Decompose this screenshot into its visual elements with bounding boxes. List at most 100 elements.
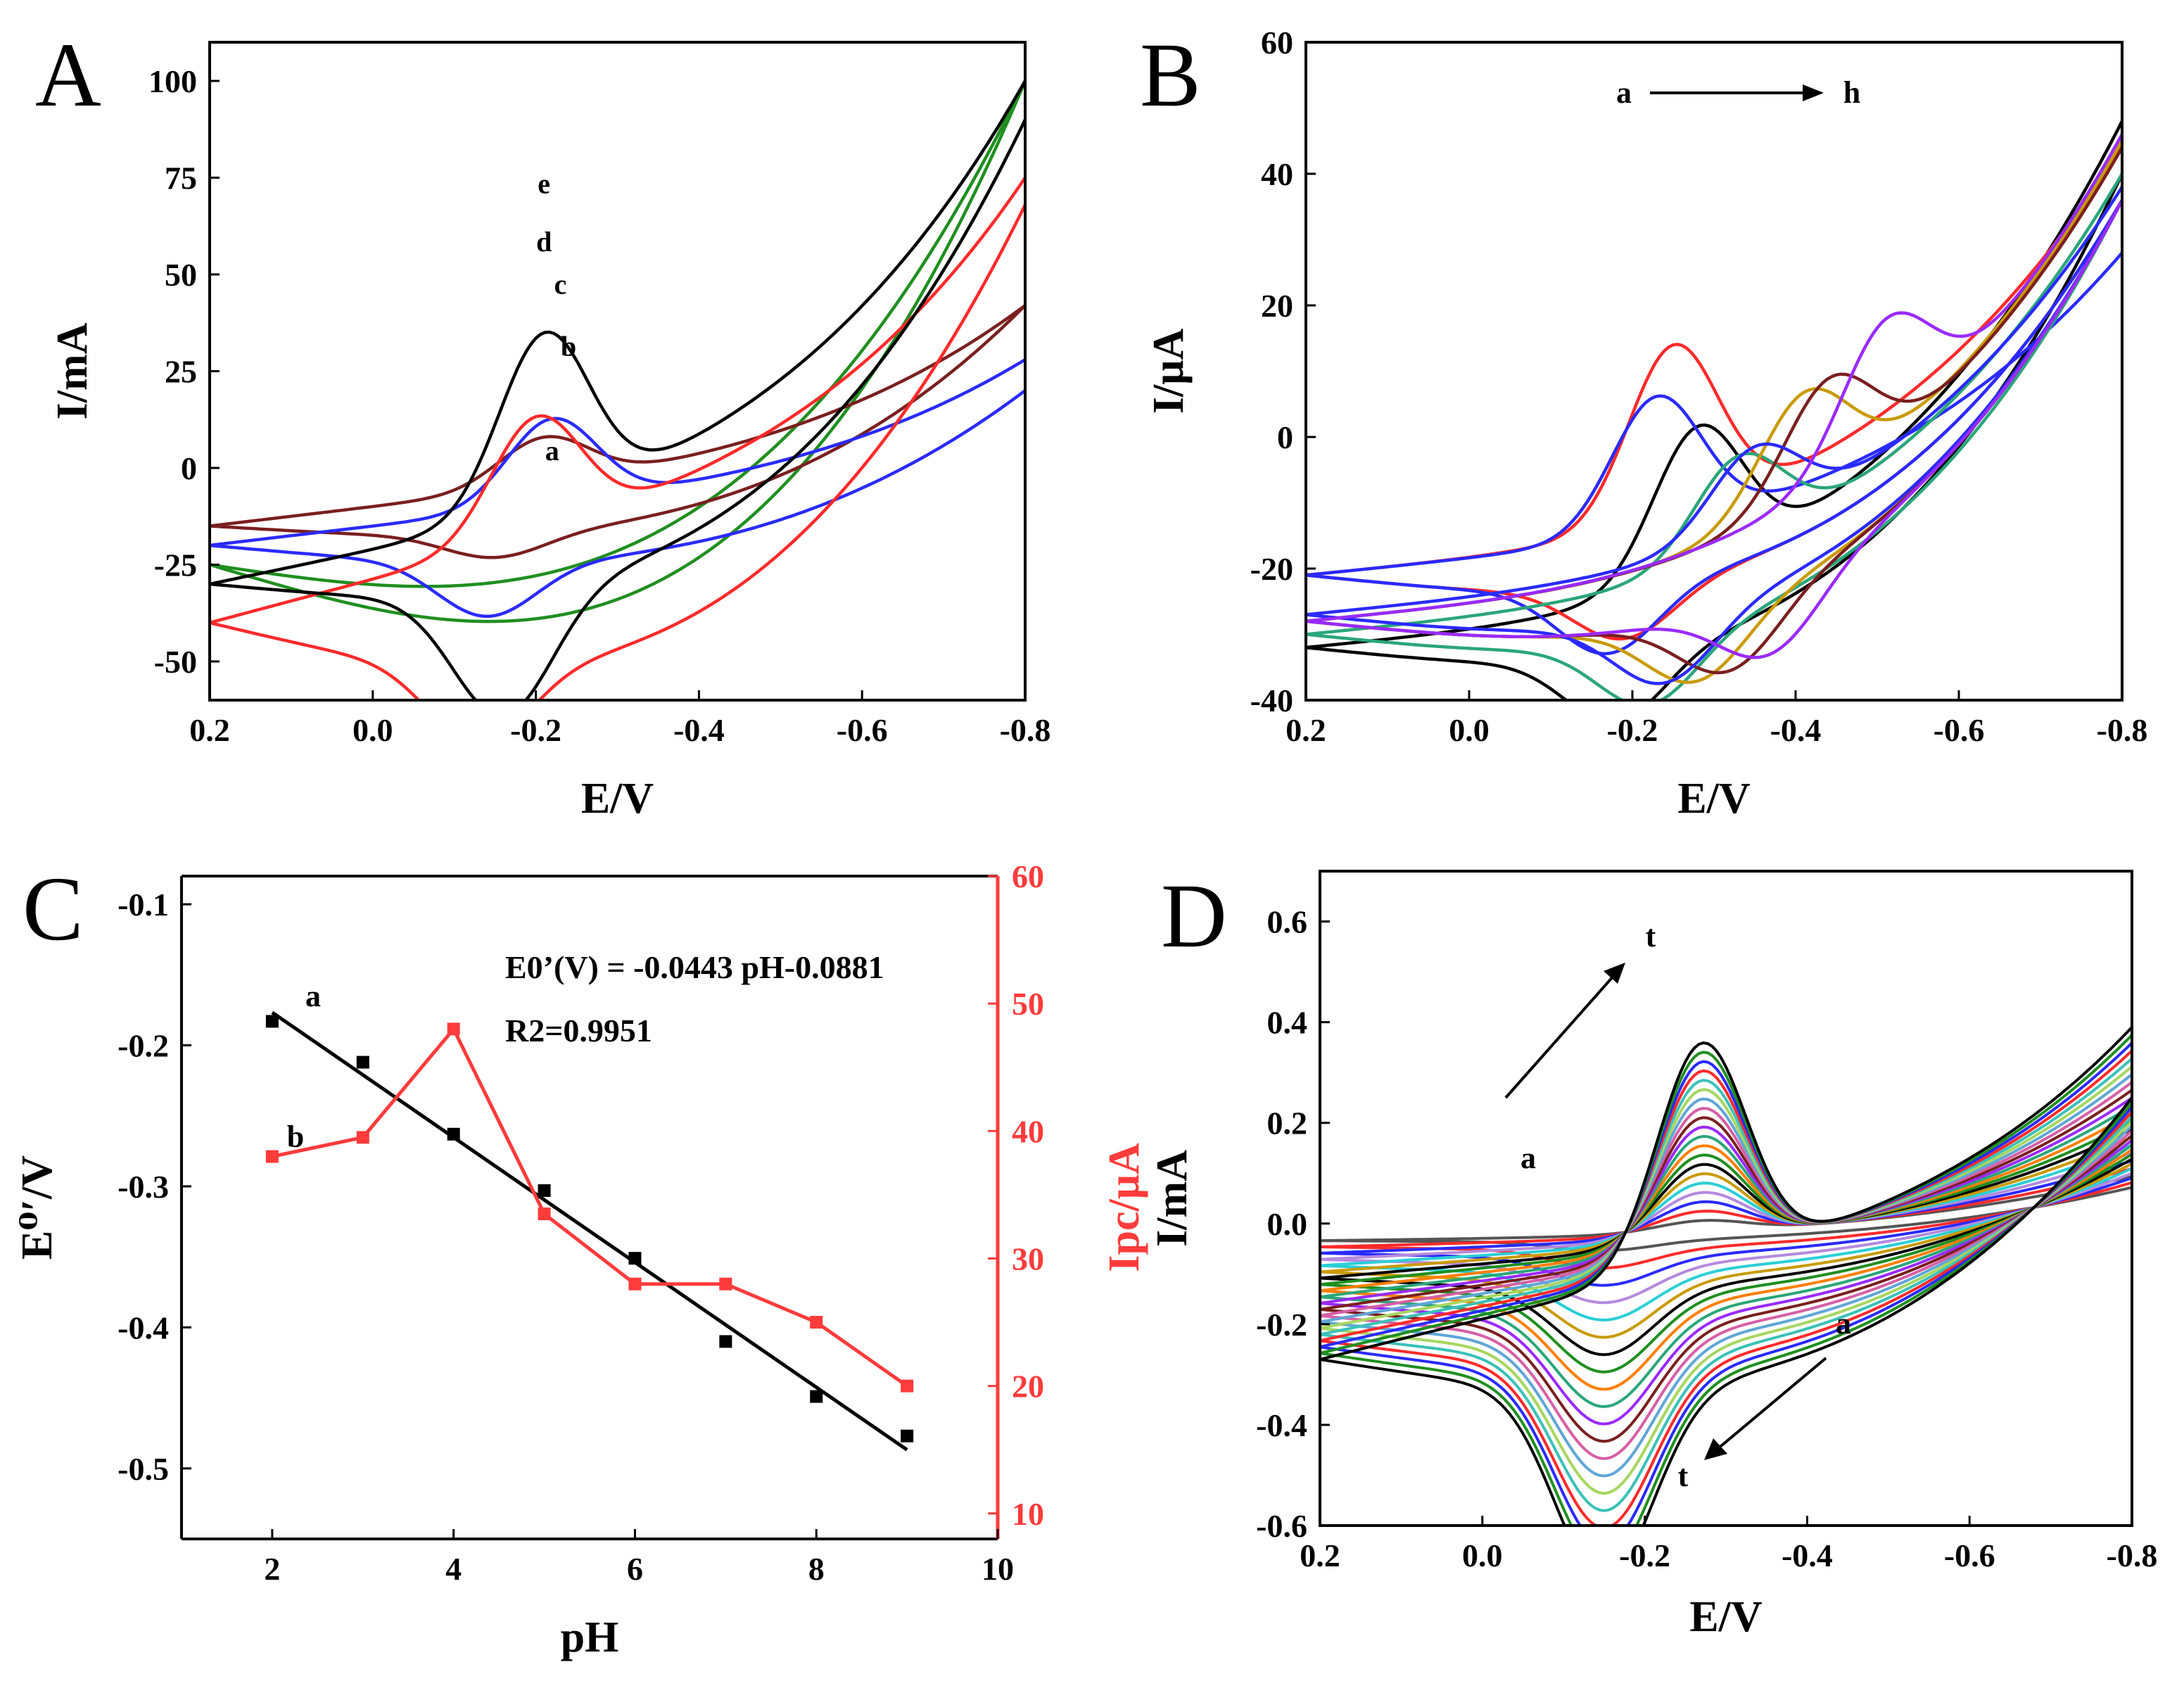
point-a — [810, 1390, 823, 1403]
annotation-bottom-to: t — [1678, 1459, 1689, 1493]
family-curve-anodic — [1320, 1096, 2132, 1305]
point-b — [265, 1150, 279, 1163]
point-a — [628, 1252, 642, 1265]
y-axis-label: I/μA — [1145, 329, 1193, 414]
y-tick-label: 75 — [165, 160, 197, 196]
y-right-tick-label: 10 — [1012, 1496, 1044, 1532]
x-tick-label: -0.8 — [2107, 1538, 2158, 1573]
annotation-to: h — [1843, 75, 1860, 110]
x-tick-label: 0.2 — [1300, 1538, 1340, 1573]
y-tick-label: -0.4 — [1256, 1407, 1307, 1443]
series-e-cathodic — [1306, 199, 2122, 684]
y-tick-label: 0.4 — [1267, 1005, 1308, 1041]
point-a — [719, 1335, 732, 1348]
x-tick-label: 0.0 — [353, 712, 393, 748]
y-tick-label: -0.6 — [1256, 1508, 1307, 1544]
x-tick-label: 8 — [808, 1551, 825, 1587]
plot-frame — [1319, 870, 2133, 1527]
annotation-arrow-top — [1504, 973, 1616, 1099]
x-tick-label: 0.0 — [1462, 1538, 1503, 1573]
family-curve-anodic — [1320, 1167, 2132, 1248]
y-tick-label: -25 — [154, 547, 197, 583]
family-curve-anodic — [1320, 1151, 2132, 1261]
x-tick-label: -0.2 — [1607, 712, 1658, 748]
x-tick-label: 4 — [445, 1551, 462, 1587]
series-b-cathodic — [210, 304, 1025, 559]
annotation-arrowhead-top — [1604, 963, 1625, 984]
plot-area — [1306, 120, 2122, 700]
panel-letter: B — [1140, 25, 1201, 126]
x-axis-label: E/V — [1689, 1593, 1763, 1641]
x-tick-label: 0.0 — [1449, 712, 1490, 748]
y-right-axis-label: Ipc/μA — [1100, 1143, 1148, 1272]
x-tick-label: 10 — [982, 1551, 1014, 1587]
fit-equation: E0’(V) = -0.0443 pH-0.0881 — [505, 949, 884, 985]
fit-line — [271, 1010, 908, 1452]
y-tick-label: 0.0 — [1267, 1206, 1308, 1242]
x-tick-label: -0.2 — [510, 712, 561, 748]
series-d-cathodic — [210, 204, 1025, 700]
family-curve-anodic — [1320, 1041, 2132, 1349]
family-curve-anodic — [1320, 1143, 2132, 1267]
family-curve-anodic — [1320, 1104, 2132, 1299]
point-b — [447, 1022, 460, 1036]
y-tick-label: 100 — [148, 63, 197, 99]
family-curve-anodic — [1320, 1026, 2132, 1361]
y-tick-label: 25 — [165, 354, 197, 390]
series-d-cathodic — [1306, 199, 2122, 700]
y-tick-label: 20 — [1261, 288, 1293, 324]
series-label-a: a — [305, 979, 321, 1013]
curve-label-d: d — [536, 226, 552, 258]
y-right-tick-label: 40 — [1012, 1113, 1044, 1149]
point-a — [265, 1015, 279, 1028]
curve-label-e: e — [538, 168, 550, 200]
series-c-cathodic — [1306, 199, 2122, 656]
panel-b: 0.2 0.0 -0.2 -0.4 -0.6 -0.8 -40 -20 0 20 40 60 E/V I/… — [1140, 25, 2147, 823]
series-e-anodic — [1306, 140, 2122, 623]
y-tick-label: 0 — [1277, 419, 1293, 455]
y-right-tick-label: 60 — [1012, 858, 1044, 894]
y-axis-label: I/mA — [49, 322, 96, 419]
family-curve-anodic — [1320, 1174, 2132, 1243]
y-right-tick-label: 20 — [1012, 1369, 1044, 1405]
family-curve-anodic — [1320, 1128, 2132, 1280]
series-e-cathodic — [210, 119, 1025, 700]
y-tick-label: -0.5 — [118, 1451, 169, 1487]
point-b — [810, 1316, 823, 1329]
plot-area — [210, 80, 1025, 700]
annotation-top-from: a — [1520, 1141, 1536, 1175]
y-axis-label: I/mA — [1148, 1150, 1196, 1247]
point-b — [901, 1379, 914, 1393]
plot-frame — [208, 41, 1027, 702]
plot-frame — [1304, 41, 2123, 702]
panel-letter: A — [35, 25, 101, 126]
point-b — [719, 1277, 732, 1291]
series-b-line — [272, 1025, 908, 1388]
series-label-b: b — [287, 1120, 304, 1154]
y-tick-label: -20 — [1250, 551, 1293, 587]
plot-area — [1320, 1026, 2132, 1526]
y-tick-label: -0.4 — [118, 1310, 169, 1345]
y-axis-label: E⁰′/V — [13, 1155, 61, 1260]
x-tick-label: 6 — [627, 1551, 643, 1587]
family-curve-anodic — [1320, 1065, 2132, 1330]
y-tick-label: 60 — [1261, 25, 1293, 61]
series-c-anodic — [210, 358, 1025, 547]
y-tick-label: -0.1 — [118, 887, 169, 923]
y-right-tick-label: 30 — [1012, 1241, 1044, 1276]
x-axis-label: E/V — [581, 775, 654, 823]
family-curve-anodic — [1320, 1120, 2132, 1286]
y-tick-label: -0.2 — [1256, 1307, 1307, 1343]
family-curve-anodic — [1320, 1136, 2132, 1274]
panel-letter: D — [1161, 866, 1227, 967]
x-tick-label: -0.6 — [1944, 1538, 1995, 1573]
family-curve-anodic — [1320, 1089, 2132, 1311]
y-tick-label: -40 — [1250, 683, 1293, 718]
annotation-bottom-from: a — [1836, 1306, 1851, 1340]
point-b — [628, 1277, 642, 1291]
x-tick-label: -0.4 — [673, 712, 725, 748]
x-tick-label: 2 — [264, 1551, 280, 1587]
y-tick-label: -0.2 — [118, 1028, 169, 1064]
series-c-anodic — [1306, 251, 2122, 577]
